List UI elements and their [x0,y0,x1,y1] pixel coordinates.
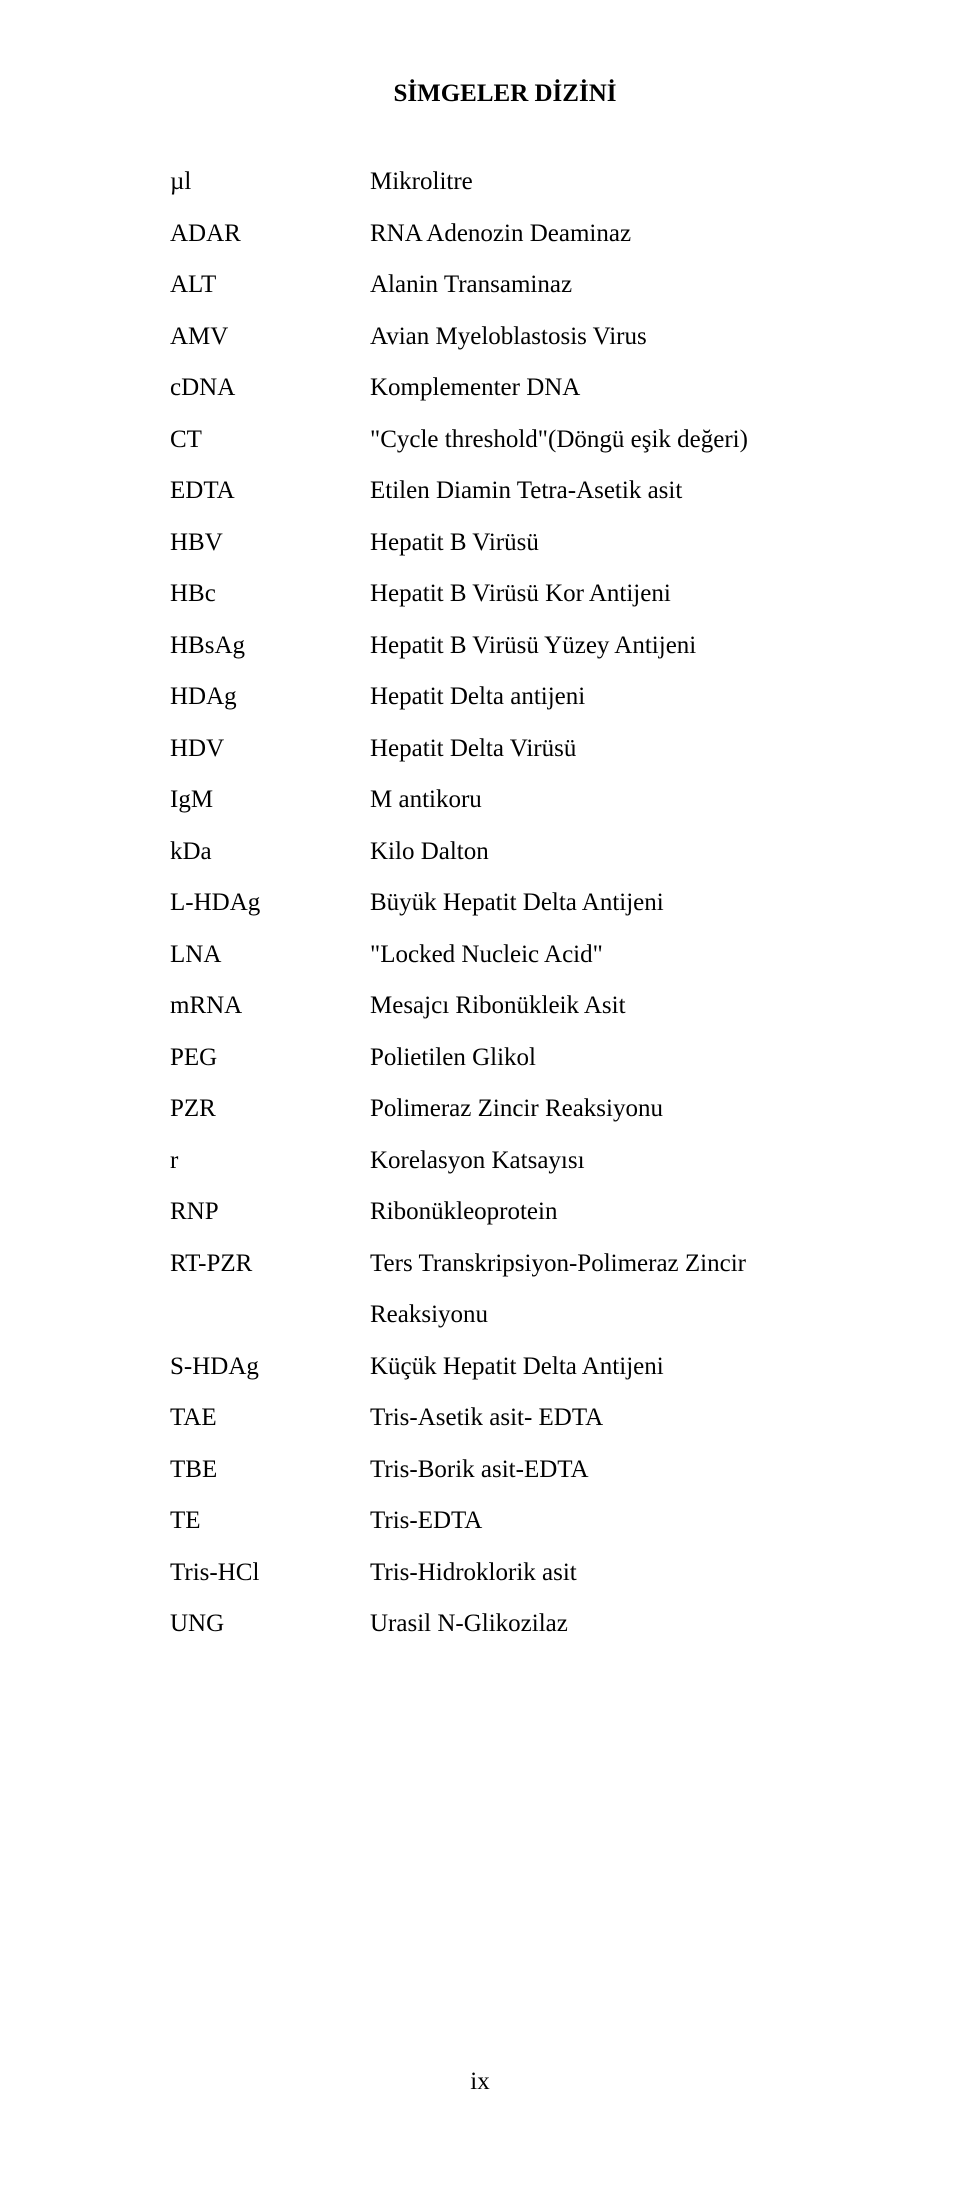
list-item: ALT Alanin Transaminaz [170,259,840,311]
list-item: L-HDAg Büyük Hepatit Delta Antijeni [170,877,840,929]
list-item: LNA "Locked Nucleic Acid" [170,929,840,981]
abbrev-cell: RNP [170,1186,370,1238]
abbrev-cell: mRNA [170,980,370,1032]
page-title: SİMGELER DİZİNİ [170,80,840,108]
definition-cell: "Locked Nucleic Acid" [370,929,840,981]
list-item: ADAR RNA Adenozin Deaminaz [170,208,840,260]
definition-cell: Korelasyon Katsayısı [370,1135,840,1187]
abbreviation-list: µl Mikrolitre ADAR RNA Adenozin Deaminaz… [170,156,840,1650]
list-item: RNP Ribonükleoprotein [170,1186,840,1238]
definition-cell: Hepatit Delta antijeni [370,671,840,723]
abbrev-cell: RT-PZR [170,1238,370,1290]
list-item: TE Tris-EDTA [170,1495,840,1547]
abbrev-cell: PZR [170,1083,370,1135]
definition-cell: "Cycle threshold"(Döngü eşik değeri) [370,414,840,466]
abbrev-cell: AMV [170,311,370,363]
abbrev-cell: PEG [170,1032,370,1084]
definition-cell: Ters Transkripsiyon-Polimeraz Zincir Rea… [370,1238,840,1341]
definition-cell: Polietilen Glikol [370,1032,840,1084]
list-item: TBE Tris-Borik asit-EDTA [170,1444,840,1496]
definition-cell: Hepatit B Virüsü Yüzey Antijeni [370,620,840,672]
abbrev-cell: CT [170,414,370,466]
definition-cell: Kilo Dalton [370,826,840,878]
abbrev-cell: HBc [170,568,370,620]
list-item: HDAg Hepatit Delta antijeni [170,671,840,723]
list-item: Tris-HCl Tris-Hidroklorik asit [170,1547,840,1599]
definition-cell: Tris-EDTA [370,1495,840,1547]
definition-cell: Mesajcı Ribonükleik Asit [370,980,840,1032]
abbrev-cell: HBV [170,517,370,569]
abbrev-cell: UNG [170,1598,370,1650]
abbrev-cell: kDa [170,826,370,878]
list-item: PEG Polietilen Glikol [170,1032,840,1084]
abbrev-cell: ALT [170,259,370,311]
abbrev-cell: HBsAg [170,620,370,672]
page-number: ix [0,2068,960,2096]
definition-cell: Küçük Hepatit Delta Antijeni [370,1341,840,1393]
abbrev-cell: L-HDAg [170,877,370,929]
definition-cell: Büyük Hepatit Delta Antijeni [370,877,840,929]
abbrev-cell: S-HDAg [170,1341,370,1393]
list-item: S-HDAg Küçük Hepatit Delta Antijeni [170,1341,840,1393]
abbrev-cell: HDV [170,723,370,775]
definition-cell: Komplementer DNA [370,362,840,414]
definition-cell: M antikoru [370,774,840,826]
definition-cell: Tris-Borik asit-EDTA [370,1444,840,1496]
list-item: TAE Tris-Asetik asit- EDTA [170,1392,840,1444]
definition-cell: Tris-Asetik asit- EDTA [370,1392,840,1444]
list-item: EDTA Etilen Diamin Tetra-Asetik asit [170,465,840,517]
definition-cell: Hepatit Delta Virüsü [370,723,840,775]
abbrev-cell: EDTA [170,465,370,517]
definition-cell: RNA Adenozin Deaminaz [370,208,840,260]
abbrev-cell: IgM [170,774,370,826]
list-item: UNG Urasil N-Glikozilaz [170,1598,840,1650]
list-item: µl Mikrolitre [170,156,840,208]
list-item: AMV Avian Myeloblastosis Virus [170,311,840,363]
abbrev-cell: µl [170,156,370,208]
list-item: cDNA Komplementer DNA [170,362,840,414]
list-item: r Korelasyon Katsayısı [170,1135,840,1187]
list-item: IgM M antikoru [170,774,840,826]
definition-cell: Polimeraz Zincir Reaksiyonu [370,1083,840,1135]
abbrev-cell: TAE [170,1392,370,1444]
abbrev-cell: cDNA [170,362,370,414]
list-item: PZR Polimeraz Zincir Reaksiyonu [170,1083,840,1135]
abbrev-cell: r [170,1135,370,1187]
list-item: kDa Kilo Dalton [170,826,840,878]
definition-cell: Mikrolitre [370,156,840,208]
definition-cell: Avian Myeloblastosis Virus [370,311,840,363]
list-item: mRNA Mesajcı Ribonükleik Asit [170,980,840,1032]
abbrev-cell: LNA [170,929,370,981]
list-item: HDV Hepatit Delta Virüsü [170,723,840,775]
abbrev-cell: Tris-HCl [170,1547,370,1599]
document-page: SİMGELER DİZİNİ µl Mikrolitre ADAR RNA A… [0,0,960,2196]
abbrev-cell: ADAR [170,208,370,260]
abbrev-cell: TE [170,1495,370,1547]
definition-cell: Hepatit B Virüsü [370,517,840,569]
definition-cell: Etilen Diamin Tetra-Asetik asit [370,465,840,517]
definition-cell: Tris-Hidroklorik asit [370,1547,840,1599]
list-item: HBV Hepatit B Virüsü [170,517,840,569]
list-item: RT-PZR Ters Transkripsiyon-Polimeraz Zin… [170,1238,840,1341]
list-item: CT "Cycle threshold"(Döngü eşik değeri) [170,414,840,466]
abbrev-cell: TBE [170,1444,370,1496]
list-item: HBsAg Hepatit B Virüsü Yüzey Antijeni [170,620,840,672]
definition-cell: Alanin Transaminaz [370,259,840,311]
definition-cell: Hepatit B Virüsü Kor Antijeni [370,568,840,620]
list-item: HBc Hepatit B Virüsü Kor Antijeni [170,568,840,620]
definition-cell: Urasil N-Glikozilaz [370,1598,840,1650]
definition-cell: Ribonükleoprotein [370,1186,840,1238]
abbrev-cell: HDAg [170,671,370,723]
